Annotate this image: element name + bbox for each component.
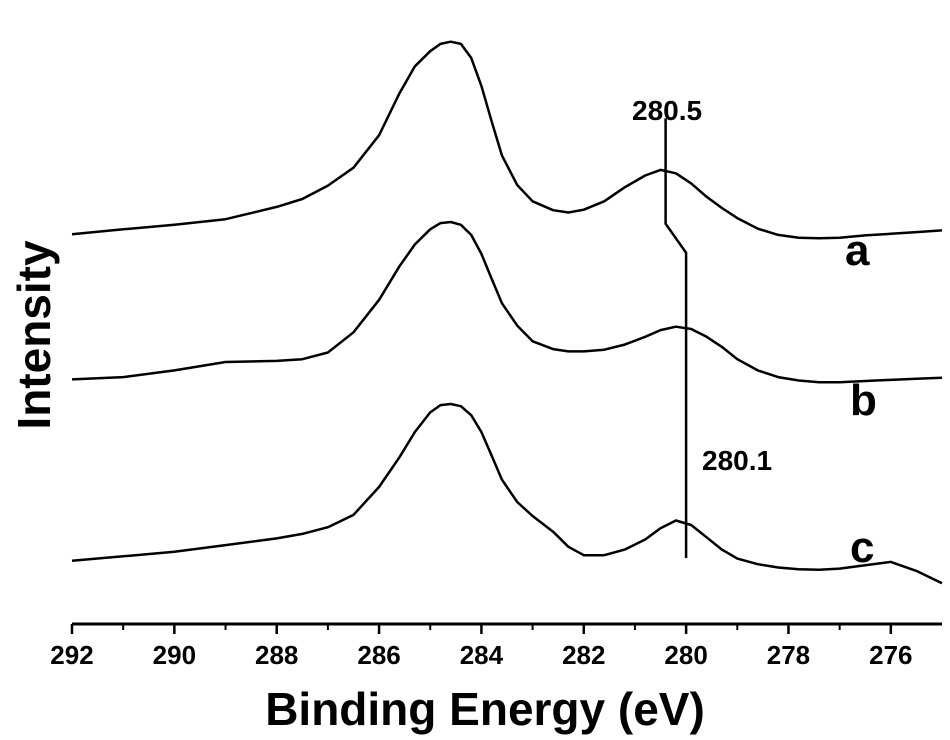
annotation-280-5: 280.5	[632, 95, 702, 126]
series-line-a	[71, 40, 943, 240]
x-axis-title: Binding Energy (eV)	[265, 683, 705, 735]
series-label-b: b	[850, 376, 877, 425]
x-tick-label-286: 286	[357, 640, 400, 670]
x-tick-label-284: 284	[460, 640, 504, 670]
x-tick-label-282: 282	[562, 640, 605, 670]
marker-layer	[664, 118, 688, 558]
series-label-a: a	[845, 226, 870, 275]
series-layer	[71, 40, 943, 585]
series-line-b	[71, 220, 943, 384]
annotation-280-1: 280.1	[702, 445, 772, 476]
y-axis-title: Intensity	[8, 240, 60, 430]
x-tick-label-280: 280	[664, 640, 707, 670]
x-tick-label-278: 278	[767, 640, 810, 670]
x-tick-label-292: 292	[50, 640, 93, 670]
tick-layer: 292 290 288 286 284 282 280 278 276	[50, 624, 913, 670]
series-label-c: c	[850, 523, 874, 572]
x-tick-label-288: 288	[255, 640, 298, 670]
peak-shift-marker-line	[664, 118, 688, 558]
x-tick-label-276: 276	[869, 640, 912, 670]
x-tick-label-290: 290	[153, 640, 196, 670]
series-line-c	[71, 402, 943, 585]
